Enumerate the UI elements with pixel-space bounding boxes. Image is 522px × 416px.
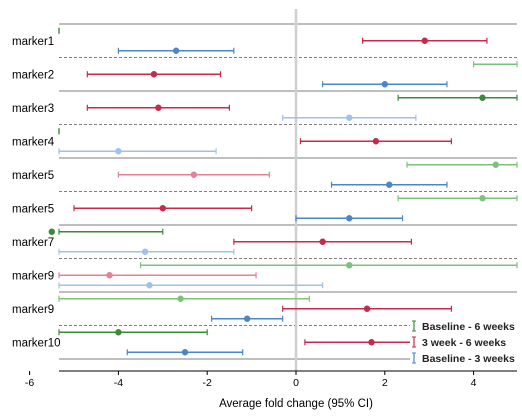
point-estimate [479,195,486,202]
x-ticks: -8-6-4-20246 [25,371,477,389]
point-estimate [141,248,149,255]
x-tick-label: 4 [471,377,477,389]
point-estimate [381,81,388,88]
x-axis-label: Average fold change (95% CI) [219,398,373,410]
point-estimate [172,47,180,54]
x-tick-label: 2 [382,377,388,389]
marker-label: marker4 [12,136,55,148]
x-tick-label: -4 [114,377,123,389]
grid-layer [59,23,517,360]
point-estimate [106,272,113,279]
marker-label: marker9 [12,304,54,316]
marker-label: marker3 [12,103,54,115]
point-estimate [155,104,162,111]
point-estimate [372,138,380,145]
legend-entry-label: Baseline - 6 weeks [422,321,515,333]
point-estimate [421,37,428,44]
legend-box [410,317,520,367]
point-estimate [181,349,189,356]
legend-entry-label: 3 week - 6 weeks [422,337,506,349]
point-estimate [190,171,198,178]
point-estimate [150,71,158,78]
marker-label: marker1 [12,36,54,48]
point-estimate [368,339,375,346]
legend-entry-label: Baseline - 3 weeks [422,353,515,365]
point-estimate [386,181,393,188]
marker-label: marker9 [12,270,54,282]
point-estimate [346,114,353,121]
marker-label: marker7 [12,237,54,249]
point-estimate [243,315,251,322]
point-estimate [159,205,166,212]
point-estimate [363,305,371,312]
marker-label: marker10 [12,337,61,349]
x-tick-label: -2 [203,377,212,389]
point-estimate [492,161,499,168]
x-tick-label: -6 [25,377,34,389]
series-layer [48,27,518,356]
point-estimate [146,282,153,289]
point-estimate [177,295,184,302]
point-estimate [346,262,353,269]
point-estimate [115,148,122,155]
x-tick-label: 0 [293,377,299,389]
point-estimate [479,94,486,101]
marker-label: marker5 [12,203,54,215]
legend: Baseline - 6 weeks 3 week - 6 weeks Baseli… [410,317,520,367]
point-estimate [115,329,122,336]
marker-label: marker2 [12,69,54,81]
point-estimate [319,238,326,245]
marker-label: marker5 [12,170,54,182]
marker-labels: marker1 marker2 marker3 marker4 marker5 marke… [12,36,61,350]
point-estimate [48,228,55,235]
point-estimate [346,215,353,222]
